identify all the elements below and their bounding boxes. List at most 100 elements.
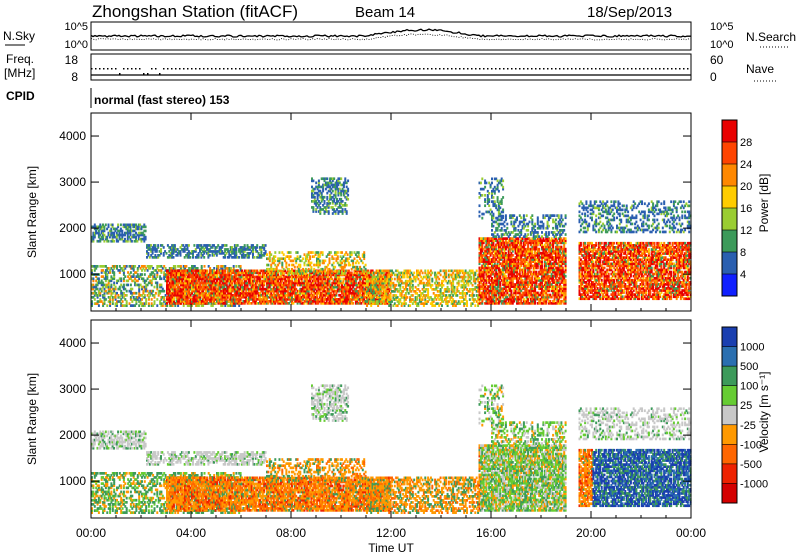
nave-point xyxy=(239,68,241,70)
data-cell xyxy=(102,283,105,287)
nave-point xyxy=(491,68,493,70)
freq-label: Freq. xyxy=(6,52,34,66)
data-cell xyxy=(96,239,99,243)
nave-point xyxy=(379,68,381,70)
data-cell xyxy=(179,273,182,277)
data-cell xyxy=(138,265,141,268)
nave-point xyxy=(179,68,181,70)
data-cell xyxy=(170,291,173,295)
data-cell xyxy=(168,304,171,307)
data-cell xyxy=(129,239,132,243)
data-cell xyxy=(132,265,135,268)
data-cell xyxy=(116,265,118,268)
data-cell xyxy=(147,244,150,247)
data-cell xyxy=(389,294,392,297)
data-cell xyxy=(206,248,208,251)
beam-label: Beam 14 xyxy=(355,4,415,21)
data-cell xyxy=(109,271,112,274)
data-cell xyxy=(184,271,187,275)
data-cell xyxy=(164,300,167,303)
data-cell xyxy=(172,269,175,273)
data-cell xyxy=(191,265,193,268)
data-cell xyxy=(239,248,242,251)
data-cell xyxy=(160,277,163,281)
data-cell xyxy=(154,291,157,295)
data-cell xyxy=(184,298,187,301)
data-cell xyxy=(168,273,171,277)
data-cell xyxy=(311,251,314,254)
data-cell xyxy=(182,285,185,289)
data-cell xyxy=(182,295,185,299)
nave-point xyxy=(299,68,301,70)
data-cell xyxy=(167,291,170,295)
data-cell xyxy=(131,300,134,303)
data-cell xyxy=(148,256,151,259)
data-cell xyxy=(172,265,175,268)
nave-point xyxy=(519,68,521,70)
data-cell xyxy=(296,251,299,254)
data-cell xyxy=(253,246,256,249)
data-cell xyxy=(238,248,241,251)
data-cell xyxy=(120,289,123,293)
data-cell xyxy=(154,246,157,249)
data-cell xyxy=(159,300,162,303)
data-cell xyxy=(103,239,106,243)
data-cell xyxy=(186,256,189,259)
data-cell xyxy=(95,225,98,229)
data-cell xyxy=(174,304,177,307)
data-cell xyxy=(113,239,115,243)
data-cell xyxy=(177,287,180,291)
nave-point xyxy=(551,68,553,70)
data-cell xyxy=(119,223,122,227)
data-cell xyxy=(162,252,165,255)
data-cell xyxy=(109,296,112,299)
data-cell xyxy=(149,279,152,283)
nave-point xyxy=(631,68,633,70)
data-cell xyxy=(153,296,156,299)
data-cell xyxy=(170,267,173,270)
nave-point xyxy=(443,68,445,70)
data-cell xyxy=(147,291,150,295)
data-cell xyxy=(171,267,174,270)
data-cell xyxy=(135,296,138,299)
data-cell xyxy=(203,252,206,255)
nave-point xyxy=(575,68,577,70)
data-cell xyxy=(171,287,174,291)
data-cell xyxy=(124,223,126,227)
data-cell xyxy=(234,304,237,307)
nave-point xyxy=(663,68,665,70)
data-cell xyxy=(124,267,127,270)
data-cell xyxy=(150,244,153,247)
data-cell xyxy=(175,250,178,253)
data-cell xyxy=(110,239,113,243)
data-cell xyxy=(143,233,146,237)
nave-point xyxy=(639,68,641,70)
data-cell xyxy=(191,267,193,270)
data-cell xyxy=(113,275,116,278)
data-cell xyxy=(160,302,163,305)
data-cell xyxy=(125,302,128,305)
data-cell xyxy=(302,267,305,271)
data-cell xyxy=(95,265,98,268)
data-cell xyxy=(225,248,228,251)
data-cell xyxy=(111,296,114,299)
data-cell xyxy=(97,239,100,243)
data-cell xyxy=(214,248,217,251)
data-cell xyxy=(356,272,359,275)
data-cell xyxy=(166,283,168,287)
data-cell xyxy=(175,279,178,283)
data-cell xyxy=(114,227,117,231)
data-cell xyxy=(96,302,99,305)
data-cell xyxy=(141,231,144,235)
data-cell xyxy=(221,246,224,249)
data-cell xyxy=(221,265,224,268)
data-cell xyxy=(91,287,93,291)
data-cell xyxy=(118,271,121,274)
data-cell xyxy=(91,271,93,274)
data-cell xyxy=(97,291,100,295)
data-cell xyxy=(95,279,98,283)
data-cell xyxy=(232,265,235,268)
data-cell xyxy=(166,298,168,301)
data-cell xyxy=(178,277,181,281)
